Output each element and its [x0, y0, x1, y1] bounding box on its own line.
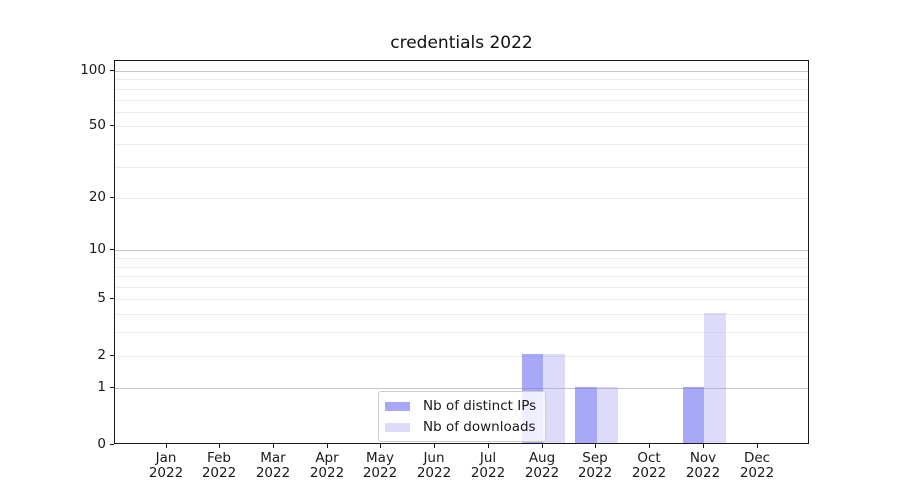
bar-aug-downloads	[543, 354, 565, 443]
minor-gridline	[115, 79, 808, 80]
y-axis-tick	[110, 355, 114, 356]
major-gridline	[115, 388, 808, 389]
x-tick-label: Jun 2022	[416, 450, 452, 481]
y-tick-label: 100	[80, 62, 106, 78]
x-axis-tick	[273, 444, 274, 448]
x-axis-tick	[327, 444, 328, 448]
y-tick-label: 1	[97, 379, 106, 395]
x-axis-tick	[434, 444, 435, 448]
x-axis-tick	[166, 444, 167, 448]
minor-gridline	[115, 112, 808, 113]
x-tick-label: Feb 2022	[201, 450, 237, 481]
y-axis-tick	[110, 249, 114, 250]
major-gridline	[115, 250, 808, 251]
x-axis-tick	[703, 444, 704, 448]
plot-area	[114, 60, 809, 444]
y-axis-tick	[110, 125, 114, 126]
x-tick-label: Oct 2022	[631, 450, 667, 481]
legend-swatch-distinct-ips	[385, 401, 410, 411]
x-axis-tick	[219, 444, 220, 448]
x-tick-label: Dec 2022	[739, 450, 775, 481]
y-axis-tick	[110, 444, 114, 445]
bar-nov-distinct-ips	[682, 386, 705, 443]
legend-item-downloads: Nb of downloads	[385, 419, 536, 435]
y-axis-tick	[110, 70, 114, 71]
y-tick-label: 50	[88, 117, 106, 133]
minor-gridline	[115, 167, 808, 168]
minor-gridline	[115, 276, 808, 277]
minor-gridline	[115, 267, 808, 268]
minor-gridline	[115, 258, 808, 259]
y-tick-label: 2	[97, 347, 106, 363]
y-axis-tick	[110, 197, 114, 198]
y-tick-label: 0	[97, 436, 106, 452]
x-tick-label: Jul 2022	[470, 450, 506, 481]
minor-gridline	[115, 100, 808, 101]
x-axis-tick	[542, 444, 543, 448]
legend-swatch-downloads	[385, 422, 410, 432]
x-tick-label: Sep 2022	[577, 450, 613, 481]
minor-gridline	[115, 144, 808, 145]
bar-sep-distinct-ips	[575, 386, 597, 443]
x-tick-label: Jan 2022	[148, 450, 184, 481]
minor-gridline	[115, 287, 808, 288]
minor-gridline	[115, 89, 808, 90]
legend: Nb of distinct IPs Nb of downloads	[378, 391, 547, 442]
bar-nov-downloads	[704, 312, 726, 443]
x-axis-tick	[649, 444, 650, 448]
minor-gridline	[115, 356, 808, 357]
x-axis-tick	[380, 444, 381, 448]
minor-gridline	[115, 198, 808, 199]
minor-gridline	[115, 126, 808, 127]
x-tick-label: Apr 2022	[309, 450, 345, 481]
y-axis-tick	[110, 387, 114, 388]
legend-label-distinct-ips: Nb of distinct IPs	[423, 398, 537, 414]
x-tick-label: Aug 2022	[524, 450, 560, 481]
legend-item-distinct-ips: Nb of distinct IPs	[385, 398, 536, 414]
x-tick-label: May 2022	[362, 450, 398, 481]
x-tick-label: Mar 2022	[255, 450, 291, 481]
y-tick-label: 5	[97, 290, 106, 306]
x-axis-tick	[595, 444, 596, 448]
minor-gridline	[115, 314, 808, 315]
major-gridline	[115, 71, 808, 72]
x-tick-label: Nov 2022	[685, 450, 721, 481]
minor-gridline	[115, 299, 808, 300]
x-axis-tick	[488, 444, 489, 448]
y-tick-label: 10	[88, 241, 106, 257]
x-axis-tick	[757, 444, 758, 448]
legend-label-downloads: Nb of downloads	[423, 419, 536, 435]
y-tick-label: 20	[88, 189, 106, 205]
minor-gridline	[115, 332, 808, 333]
bar-sep-downloads	[596, 386, 619, 443]
chart-title: credentials 2022	[390, 33, 533, 53]
y-axis-tick	[110, 298, 114, 299]
